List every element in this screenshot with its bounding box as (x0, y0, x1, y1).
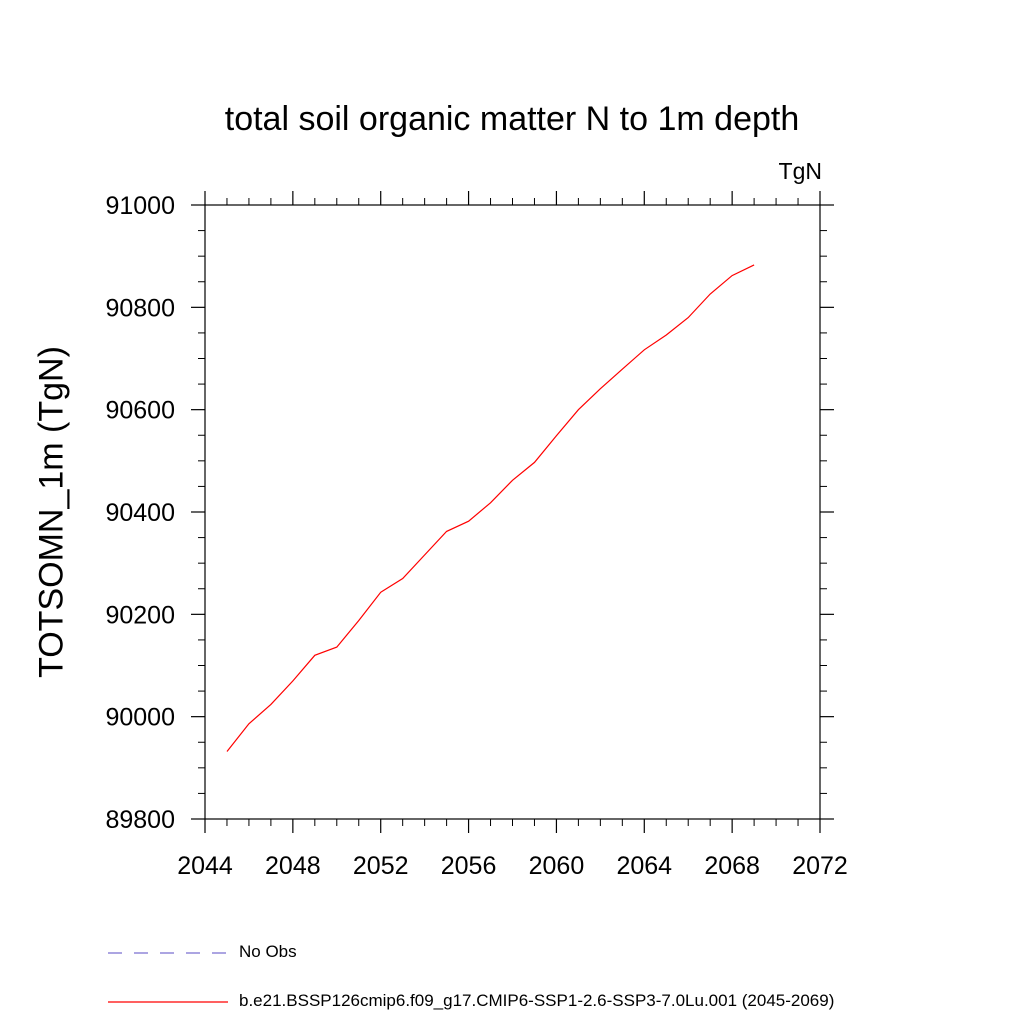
y-tick-label: 90200 (105, 601, 175, 629)
y-tick-label: 90600 (105, 397, 175, 425)
legend-label-no-obs: No Obs (239, 942, 297, 961)
y-tick-label: 91000 (105, 192, 175, 220)
x-tick-label: 2048 (265, 852, 321, 880)
x-tick-label: 2072 (792, 852, 848, 880)
y-tick-label: 89800 (105, 806, 175, 834)
x-tick-label: 2056 (441, 852, 497, 880)
x-tick-label: 2044 (177, 852, 233, 880)
chart-title: total soil organic matter N to 1m depth (224, 100, 800, 138)
legend-label-series: b.e21.BSSP126cmip6.f09_g17.CMIP6-SSP1-2.… (239, 991, 835, 1010)
series-line (226, 264, 755, 752)
y-tick-label: 90400 (105, 499, 175, 527)
y-tick-label: 90800 (105, 294, 175, 322)
plot-frame (204, 204, 821, 820)
x-tick-label: 2060 (529, 852, 585, 880)
x-tick-label: 2064 (616, 852, 672, 880)
x-tick-label: 2052 (353, 852, 409, 880)
legend-lines (108, 952, 228, 1003)
units-label: TgN (778, 158, 822, 184)
axis-ticks: 2044 2048 2052 2056 2060 2064 2068 2072 89800 900… (105, 191, 848, 880)
x-tick-label: 2068 (704, 852, 760, 880)
series-layer (226, 264, 755, 752)
y-tick-label: 90000 (105, 704, 175, 732)
